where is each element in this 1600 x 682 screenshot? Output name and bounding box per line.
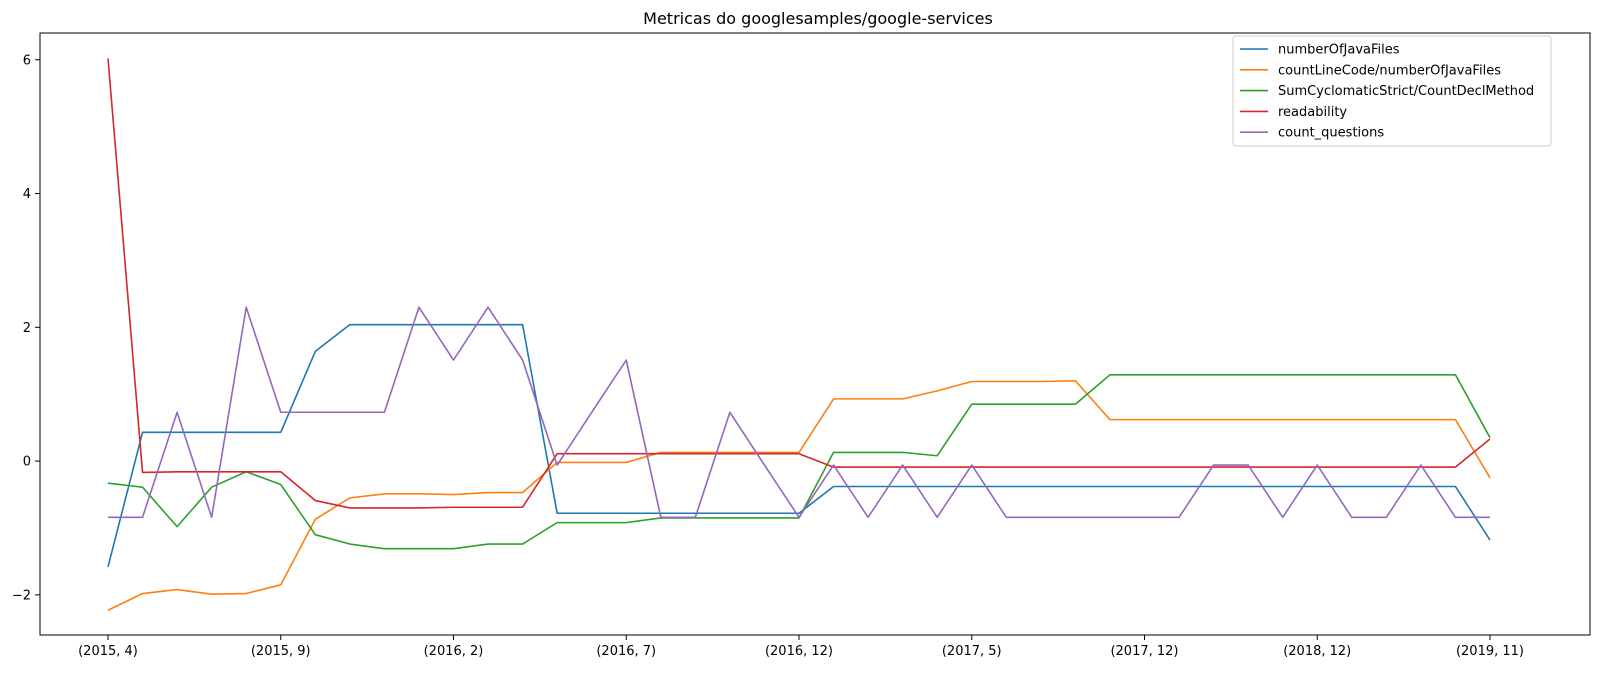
y-axis: 6 4 2 0 −2: [12, 53, 40, 603]
y-tick-label: 0: [23, 455, 31, 470]
x-tick-label: (2015, 9): [251, 644, 311, 659]
legend: numberOfJavaFiles countLineCode/numberOfJ…: [1232, 35, 1552, 147]
x-tick-label: (2016, 12): [765, 644, 833, 659]
legend-label: readability: [1278, 105, 1347, 120]
legend-label: countLineCode/numberOfJavaFiles: [1278, 63, 1501, 78]
legend-label: count_questions: [1278, 126, 1384, 141]
x-axis: (2015, 4) (2015, 9) (2016, 2) (2016, 7) (201…: [78, 635, 1524, 659]
y-tick-label: 2: [23, 321, 31, 336]
x-tick-label: (2016, 2): [424, 644, 484, 659]
series-line-readability: [107, 58, 1491, 509]
y-tick-label: 4: [23, 187, 31, 202]
series-line-sumcyclomaticstrict-countdeclmethod: [107, 373, 1491, 550]
legend-box: [1232, 35, 1552, 147]
x-tick-label: (2017, 5): [942, 644, 1002, 659]
x-tick-label: (2017, 12): [1110, 644, 1178, 659]
series-layer: [107, 58, 1491, 611]
y-tick-label: 6: [23, 53, 31, 68]
x-tick-label: (2016, 7): [596, 644, 656, 659]
y-tick-label: −2: [12, 588, 31, 603]
x-tick-label: (2019, 11): [1456, 644, 1524, 659]
series-line-numberofjavafiles: [107, 323, 1491, 567]
chart-title: Metricas do googlesamples/google-service…: [643, 9, 993, 28]
x-tick-label: (2015, 4): [78, 644, 138, 659]
plot-frame: [39, 32, 1591, 636]
series-line-countlinecode-numberofjavafiles: [107, 380, 1491, 611]
series-line-count-questions: [108, 306, 1490, 519]
x-tick-label: (2018, 12): [1283, 644, 1351, 659]
legend-label: SumCyclomaticStrict/CountDeclMethod: [1278, 84, 1534, 99]
legend-label: numberOfJavaFiles: [1278, 43, 1400, 58]
